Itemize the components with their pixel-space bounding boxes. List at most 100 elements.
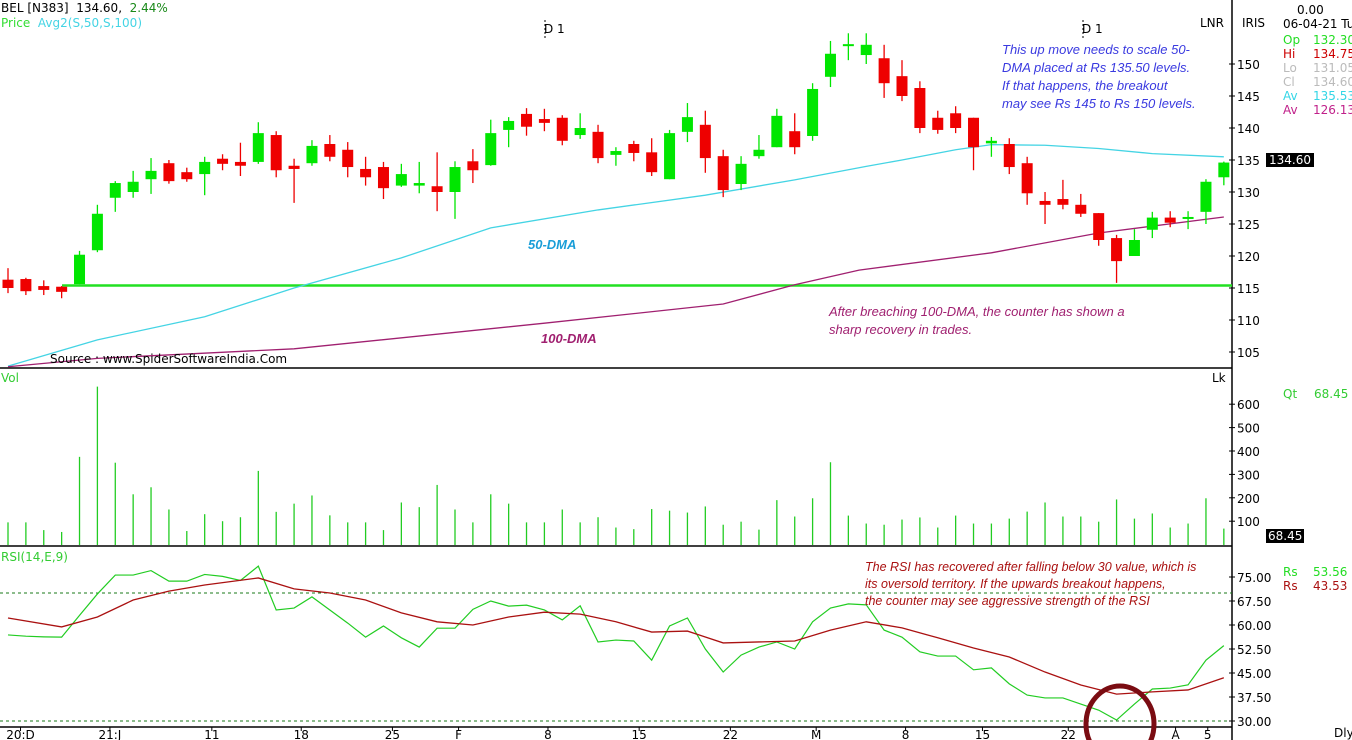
candle-down <box>2 279 14 288</box>
candle-down <box>646 152 658 173</box>
period-label[interactable]: Dly <box>1334 726 1352 740</box>
price-label: Price <box>1 16 31 30</box>
candle-down <box>377 167 389 189</box>
candle-up <box>449 167 461 192</box>
quote-row: Hi 134.75 <box>1283 47 1352 61</box>
dma100-label: 100-DMA <box>541 331 597 346</box>
date-tick-label: 15 <box>975 728 990 740</box>
quote-value: 134.60 <box>1313 75 1352 89</box>
last-price: 134.60, <box>76 1 123 15</box>
vol-tick-label: 100 <box>1237 515 1260 529</box>
quote-row: Cl 134.60 <box>1283 75 1352 89</box>
quote-value: 131.05 <box>1313 61 1352 75</box>
rsi-note: The RSI has recovered after falling belo… <box>865 559 1220 610</box>
candle-up <box>681 117 693 132</box>
candle-down <box>270 135 282 171</box>
candle-down <box>1021 163 1033 194</box>
candle-down <box>234 161 246 166</box>
candle-up <box>610 151 622 155</box>
rsi-tick-label: 30.00 <box>1237 715 1271 729</box>
candle-up <box>306 145 318 164</box>
quote-key: Av <box>1283 89 1298 103</box>
date-tick-label: 8 <box>902 728 910 740</box>
rsi-tick-label: 60.00 <box>1237 619 1271 633</box>
vol-label: Vol <box>1 371 19 385</box>
date-tick-label: 15 <box>632 728 647 740</box>
candle-down <box>467 161 479 171</box>
candle-down <box>932 117 944 130</box>
rsi-label: RSI(14,E,9) <box>1 550 68 564</box>
candle-up <box>1128 240 1140 256</box>
d1-marker: D 1 <box>1082 22 1103 36</box>
quote-key: Op <box>1283 33 1301 47</box>
candle-down <box>217 158 229 164</box>
top-value: 0.00 <box>1297 3 1324 17</box>
quote-key: Rs <box>1283 579 1298 593</box>
rsi-tick-label: 52.50 <box>1237 643 1271 657</box>
price-tick-label: 150 <box>1237 58 1260 72</box>
avg-label: Avg2(S,50,S,100) <box>37 16 142 30</box>
candle-up <box>664 133 676 180</box>
iris-button[interactable]: IRIS <box>1242 16 1266 30</box>
candle-up <box>842 44 854 47</box>
date-tick-label: 20:D <box>6 728 35 740</box>
symbol-header: BEL [N383] 134.60, 2.44% <box>1 1 168 15</box>
quote-value: 132.30 <box>1313 33 1352 47</box>
price-tick-label: 125 <box>1237 218 1260 232</box>
candle-down <box>20 279 32 292</box>
vol-tag: 68.45 <box>1266 529 1305 543</box>
price-tick-label: 140 <box>1237 122 1260 136</box>
rsi-tick-label: 75.00 <box>1237 571 1271 585</box>
date-tick-label: 22 <box>1061 728 1076 740</box>
vol-unit: Lk <box>1212 371 1226 385</box>
rsi-values: Rs 53.56 Rs 43.53 <box>1283 565 1347 593</box>
quote-value: 126.13 <box>1313 103 1352 117</box>
candle-down <box>38 286 50 290</box>
price-tick-label: 145 <box>1237 90 1260 104</box>
note-line: The RSI has recovered after falling belo… <box>865 560 1197 574</box>
date-tick-label: 25 <box>385 728 400 740</box>
candle-down <box>789 131 801 148</box>
candle-down <box>360 168 372 178</box>
quote-value: 43.53 <box>1313 579 1348 593</box>
symbol-name: BEL [N383] <box>1 1 69 15</box>
candle-down <box>342 149 354 168</box>
candle-down <box>324 144 336 157</box>
candle-down <box>896 76 908 96</box>
quote-row: Op 132.30 <box>1283 33 1352 47</box>
price-tick-label: 135 <box>1237 154 1260 168</box>
candle-down <box>1075 204 1087 214</box>
candle-down <box>1039 200 1051 205</box>
note-line: the counter may see aggressive strength … <box>865 594 1150 608</box>
note-line: may see Rs 145 to Rs 150 levels. <box>1002 96 1196 111</box>
date-tick-label: 11 <box>204 728 219 740</box>
rsi-line <box>7 565 1225 721</box>
breakout-note: This up move needs to scale 50- DMA plac… <box>1002 41 1224 113</box>
quote-row: Rs 53.56 <box>1283 565 1347 579</box>
candle-up <box>91 213 103 251</box>
change-percent: 2.44% <box>129 1 168 15</box>
d1-marker: D 1 <box>544 22 565 36</box>
price-tick-label: 130 <box>1237 186 1260 200</box>
quote-row: Lo 131.05 <box>1283 61 1352 75</box>
quote-row: Rs 43.53 <box>1283 579 1347 593</box>
price-tag: 134.60 <box>1266 153 1314 167</box>
candle-up <box>74 254 86 285</box>
candle-up <box>503 120 515 130</box>
candle-down <box>699 124 711 159</box>
candle-up <box>985 140 997 144</box>
quote-key: Hi <box>1283 47 1296 61</box>
vol-tick-label: 400 <box>1237 445 1260 459</box>
vol-tick-label: 500 <box>1237 422 1260 436</box>
rsi-signal-line <box>7 577 1225 695</box>
ma50-line <box>7 143 1224 367</box>
dma50-label: 50-DMA <box>528 237 577 252</box>
ma100-line <box>7 216 1224 368</box>
candle-up <box>145 170 157 180</box>
candle-down <box>1003 144 1015 168</box>
lnr-button[interactable]: LNR <box>1200 16 1224 30</box>
rsi-tick-label: 45.00 <box>1237 667 1271 681</box>
quote-key: Av <box>1283 103 1298 117</box>
source-credit: Source : www.SpiderSoftwareIndia.Com <box>50 352 288 366</box>
